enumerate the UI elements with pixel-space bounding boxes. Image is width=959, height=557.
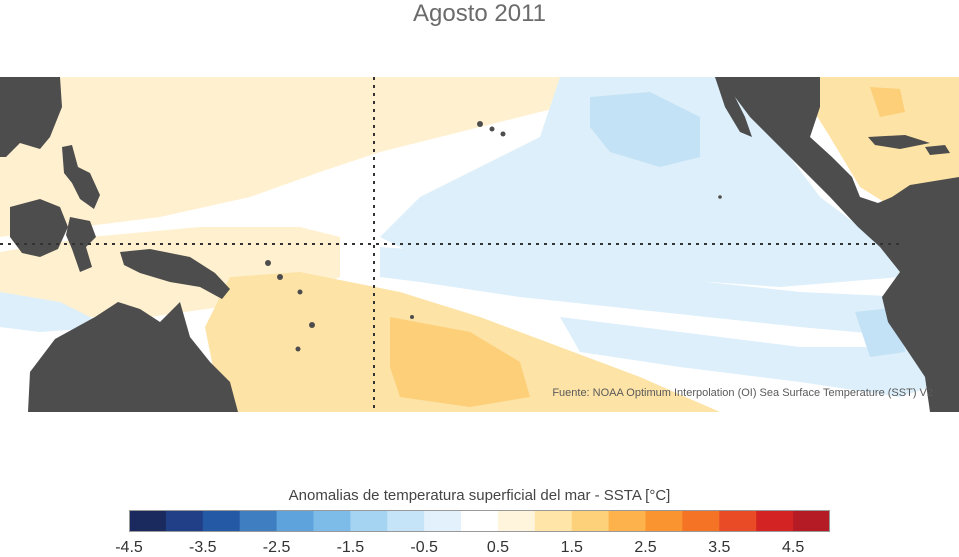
colorbar-tick-label: 1.5 [560,539,583,556]
colorbar-swatch [276,510,314,532]
colorbar-swatch [645,510,683,532]
colorbar-tick-label: -2.5 [262,539,291,556]
colorbar-swatch [756,510,794,532]
colorbar-swatch [350,510,388,532]
land-masses [0,77,959,412]
colorbar-swatch [608,510,647,532]
colorbar-tick-label: 3.5 [708,539,731,556]
colorbar-tick-label: -3.5 [188,539,217,556]
sst-anomaly-map [0,77,959,412]
small-islands [265,121,722,352]
colorbar-swatch [129,510,167,532]
colorbar-title: Anomalias de temperatura superficial del… [288,487,671,504]
colorbar-swatch [719,510,757,532]
colorbar-swatch [313,510,351,532]
colorbar-swatch [387,510,425,532]
map-title: Agosto 2011 [413,0,546,27]
colorbar-swatch [461,510,499,532]
colorbar-tick-label: 2.5 [634,539,657,556]
colorbar-swatch [534,510,573,532]
colorbar-tick-label: -0.5 [410,539,438,556]
colorbar-swatch [424,510,462,532]
colorbar-tick-label: -1.5 [336,539,365,556]
cool-anomaly-zones [0,77,930,397]
colorbar-swatch [165,510,204,532]
colorbar-swatch [682,510,720,532]
colorbar-swatch [202,510,241,532]
colorbar [129,510,830,532]
colorbar-tick-label: -4.5 [115,539,143,556]
colorbar-swatch [571,510,610,532]
colorbar-swatch [497,510,536,532]
colorbar-swatch [239,510,278,532]
colorbar-swatch [793,510,830,532]
colorbar-tick-label: 0.5 [486,539,510,556]
source-attribution: Fuente: NOAA Optimum Interpolation (OI) … [552,387,933,399]
colorbar-tick-label: 4.5 [781,539,805,556]
